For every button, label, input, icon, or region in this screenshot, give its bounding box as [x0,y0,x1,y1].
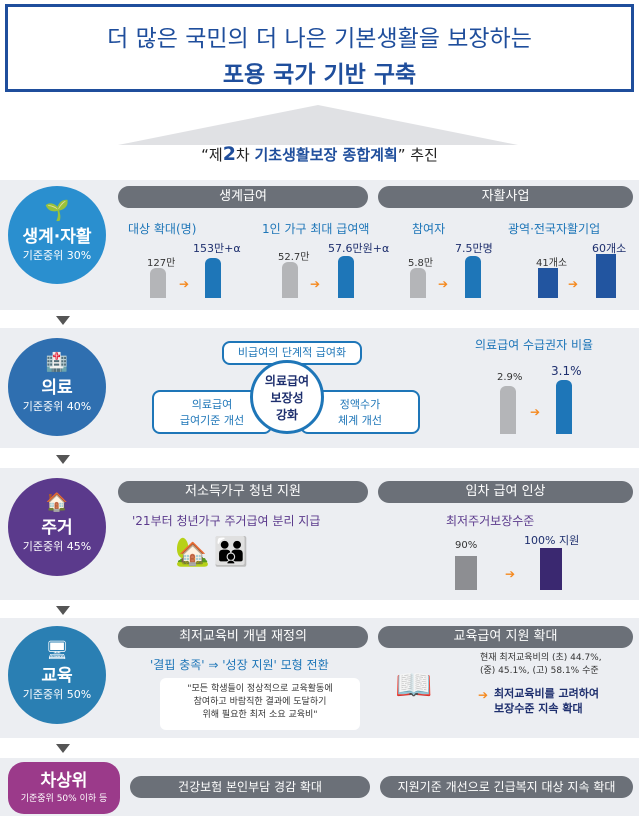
house-bar-after [540,548,562,590]
circle-housing: 🏠 주거 기준중위 45% [8,478,106,576]
model-text: '결핍 충족' ⇒ '성장 지원' 모형 전환 [150,658,329,672]
up-arrow-shape [118,105,518,145]
cat-sub: 기준중위 40% [22,400,92,413]
quote-box: "모든 학생들이 정상적으로 교육활동에 참여하고 바람직한 결과에 도달하기 … [160,678,360,730]
book-coin-icon: 📖 [395,668,433,703]
cat-label: 차상위 [40,771,88,791]
title-line2: 포용 국가 기반 구축 [222,62,417,88]
building-icon-before [538,268,558,298]
c2-after: 57.6만원+α [328,242,390,255]
cat-sub: 기준중위 50% [22,688,92,701]
ratio-title: 의료급여 수급권자 비율 [475,338,594,352]
cat-label: 의료 [41,378,73,398]
down-arrow-icon [56,455,70,464]
cat-sub: 기준중위 50% 이하 등 [20,794,108,804]
c3-bar-after [465,256,481,298]
cat-label: 교육 [41,666,73,686]
pill-self-support: 자활사업 [378,186,633,208]
c3-title: 참여자 [412,222,446,236]
right-arrow-icon: ➔ [310,277,321,291]
title-line1: 더 많은 국민의 더 나은 기본생활을 보장하는 [107,26,532,52]
right-arrow-icon: ➔ [478,688,489,702]
youth-text: '21부터 청년가구 주거급여 분리 지급 [132,514,321,528]
right-arrow-icon: ➔ [438,277,449,291]
ratio-bar-before [500,386,516,434]
c2-title: 1인 가구 최대 급여액 [262,222,370,236]
rent-title: 최저주거보장수준 [446,514,535,528]
pill-emergency: 지원기준 개선으로 긴급복지 대상 지속 확대 [380,776,633,798]
circle-livelihood: 🌱 생계·자활 기준중위 30% [8,186,106,284]
c2-bar-before [282,262,298,298]
pill-livelihood-benefit: 생계급여 [118,186,368,208]
pill-near-poor: 차상위 기준중위 50% 이하 등 [8,762,120,814]
house-icon: 🏠 [45,492,69,513]
house-bar-before [455,556,477,590]
c4-before: 41개소 [536,258,568,269]
right-arrow-icon: ➔ [530,405,541,419]
pill-youth: 저소득가구 청년 지원 [118,481,368,503]
rent-after: 100% 지원 [524,534,580,547]
c3-after: 7.5만명 [455,242,493,255]
cat-sub: 기준중위 45% [22,540,92,553]
down-arrow-icon [56,316,70,325]
pill-health: 건강보험 본인부담 경감 확대 [130,776,370,798]
c4-title: 광역·전국자활기업 [508,222,601,236]
rent-before: 90% [455,540,478,551]
c4-after: 60개소 [592,242,627,255]
rate-text: 현재 최저교육비의 (초) 44.7%, (중) 45.1%, (고) 58.1… [480,653,602,676]
title-box: 더 많은 국민의 더 나은 기본생활을 보장하는 포용 국가 기반 구축 [5,4,634,92]
c2-bar-after [338,256,354,298]
pill-edu-expand: 교육급여 지원 확대 [378,626,633,648]
cat-sub: 기준중위 30% [22,249,92,262]
down-arrow-icon [56,744,70,753]
subtitle: “제2차 기초생활보장 종합계획” 추진 [201,143,438,165]
ratio-after: 3.1% [551,364,582,378]
plant-icon: 🌱 [44,198,70,222]
c1-after: 153만+α [193,242,241,255]
hospital-icon: 🏥 [45,352,69,373]
cat-label: 주거 [41,518,73,538]
c2-before: 52.7만 [278,252,310,263]
ratio-before: 2.9% [497,372,523,383]
right-arrow-icon: ➔ [505,567,516,581]
c3-bar-before [410,268,426,298]
action-text: 최저교육비를 고려하여 보장수준 지속 확대 [494,687,600,715]
circle-center: 의료급여 보장성 강화 [250,360,324,434]
c1-bar-after [205,258,221,298]
c3-before: 5.8만 [408,258,434,269]
pill-edu-redefine: 최저교육비 개념 재정의 [118,626,368,648]
circle-education: 🖥 교육 기준중위 50% [8,626,106,724]
circle-medical: 🏥 의료 기준중위 40% [8,338,106,436]
right-arrow-icon: ➔ [179,277,190,291]
monitor-icon: 🖥 [45,640,69,661]
ratio-bar-after [556,380,572,434]
down-arrow-icon [56,606,70,615]
building-icon-after [596,254,616,298]
box-criteria: 의료급여 급여기준 개선 [152,390,272,434]
family-icon: 🏡👪 [175,535,253,568]
box-nonbenefit: 비급여의 단계적 급여화 [222,341,362,365]
right-arrow-icon: ➔ [568,277,579,291]
pill-rent: 임차 급여 인상 [378,481,633,503]
c1-before: 127만 [147,258,176,269]
cat-label: 생계·자활 [22,227,92,247]
c1-bar-before [150,268,166,298]
c1-title: 대상 확대(명) [128,222,197,236]
